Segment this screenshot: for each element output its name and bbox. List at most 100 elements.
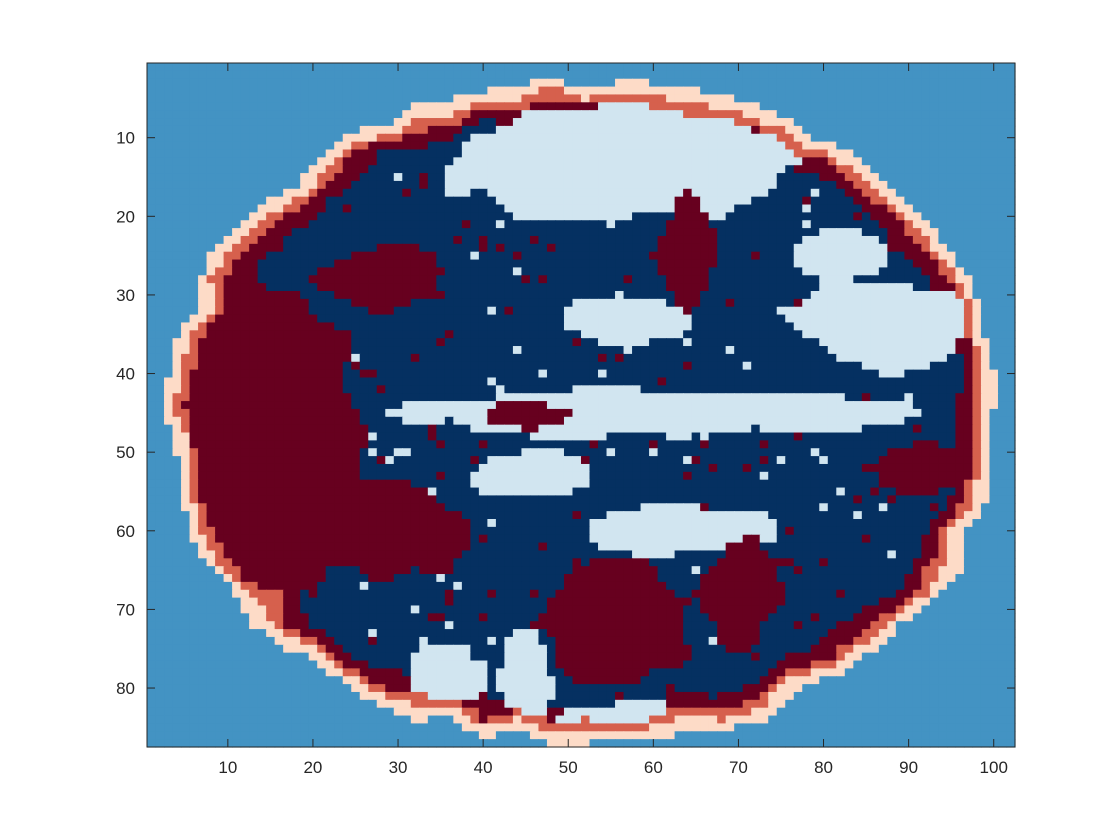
heatmap-cell xyxy=(444,204,454,213)
heatmap-cell xyxy=(836,298,846,308)
heatmap-cell xyxy=(742,141,752,151)
heatmap-cell xyxy=(351,188,361,198)
heatmap-cell xyxy=(972,94,982,103)
heatmap-cell xyxy=(368,275,378,284)
heatmap-cell xyxy=(359,369,369,379)
heatmap-cell xyxy=(640,361,650,371)
heatmap-cell xyxy=(904,70,914,80)
heatmap-cell xyxy=(904,322,914,331)
heatmap-cell xyxy=(759,157,769,166)
heatmap-cell xyxy=(844,220,854,229)
heatmap-cell xyxy=(734,275,744,284)
heatmap-cell xyxy=(870,180,880,190)
heatmap-cell xyxy=(342,149,352,158)
heatmap-cell xyxy=(419,330,429,339)
heatmap-cell xyxy=(759,125,769,135)
heatmap-cell xyxy=(402,291,412,300)
heatmap-cell xyxy=(334,125,344,135)
heatmap-cell xyxy=(359,314,369,324)
heatmap-cell xyxy=(198,118,208,127)
heatmap-cell xyxy=(555,102,565,111)
heatmap-cell xyxy=(615,353,625,363)
heatmap-cell xyxy=(904,314,914,324)
heatmap-cell xyxy=(836,110,846,119)
heatmap-cell xyxy=(555,267,565,276)
heatmap-cell xyxy=(249,291,259,300)
heatmap-cell xyxy=(691,220,701,229)
heatmap-cell xyxy=(546,353,557,363)
heatmap-cell xyxy=(206,401,216,410)
heatmap-cell xyxy=(538,401,548,410)
heatmap-cell xyxy=(912,377,922,386)
heatmap-cell xyxy=(470,141,480,151)
heatmap-cell xyxy=(325,322,335,331)
heatmap-cell xyxy=(317,259,327,269)
heatmap-cell xyxy=(274,212,284,221)
heatmap-cell xyxy=(546,377,557,386)
heatmap-cell xyxy=(206,102,216,111)
heatmap-cell xyxy=(419,385,429,394)
heatmap-cell xyxy=(632,393,642,402)
heatmap-cell xyxy=(487,424,497,434)
heatmap-cell xyxy=(274,141,284,151)
heatmap-cell xyxy=(342,393,352,402)
heatmap-cell xyxy=(155,188,165,198)
heatmap-cell xyxy=(563,424,574,434)
heatmap-cell xyxy=(249,416,259,426)
heatmap-cell xyxy=(759,346,769,355)
heatmap-cell xyxy=(368,401,378,410)
heatmap-cell xyxy=(342,180,352,190)
heatmap-cell xyxy=(615,306,625,316)
heatmap-cell xyxy=(155,314,165,324)
heatmap-cell xyxy=(861,330,871,339)
heatmap-cell xyxy=(776,361,786,371)
heatmap-cell xyxy=(793,86,803,96)
heatmap-cell xyxy=(529,196,540,206)
heatmap-cell xyxy=(249,220,259,229)
heatmap-cell xyxy=(181,330,191,339)
heatmap-cell xyxy=(487,196,497,206)
heatmap-cell xyxy=(529,424,540,434)
heatmap-cell xyxy=(147,322,157,331)
heatmap-cell xyxy=(291,118,301,127)
heatmap-cell xyxy=(147,220,157,229)
heatmap-cell xyxy=(674,220,684,229)
heatmap-cell xyxy=(649,165,659,174)
heatmap-cell xyxy=(887,94,897,103)
heatmap-cell xyxy=(827,393,837,402)
heatmap-cell xyxy=(495,346,506,355)
heatmap-cell xyxy=(164,275,174,284)
heatmap-cell xyxy=(300,393,310,402)
heatmap-cell xyxy=(793,78,803,88)
heatmap-cell xyxy=(487,188,497,198)
heatmap-cell xyxy=(504,267,514,276)
heatmap-cell xyxy=(657,173,667,182)
heatmap-cell xyxy=(972,212,982,221)
heatmap-cell xyxy=(844,110,854,119)
heatmap-cell xyxy=(606,291,616,300)
heatmap-cell xyxy=(963,361,974,371)
heatmap-cell xyxy=(419,243,429,253)
heatmap-cell xyxy=(376,141,386,151)
heatmap-cell xyxy=(283,86,293,96)
heatmap-cell xyxy=(453,275,463,284)
heatmap-cell xyxy=(504,298,514,308)
heatmap-cell xyxy=(598,188,608,198)
heatmap-cell xyxy=(878,385,888,394)
heatmap-cell xyxy=(232,314,242,324)
heatmap-cell xyxy=(172,173,182,182)
heatmap-cell xyxy=(751,338,761,347)
heatmap-cell xyxy=(359,306,369,316)
heatmap-cell xyxy=(938,63,948,72)
heatmap-cell xyxy=(155,440,165,449)
heatmap-cell xyxy=(266,133,276,143)
heatmap-cell xyxy=(189,63,199,72)
heatmap-cell xyxy=(164,314,174,324)
heatmap-cell xyxy=(274,125,284,135)
heatmap-cell xyxy=(589,338,599,347)
heatmap-cell xyxy=(725,338,735,347)
heatmap-cell xyxy=(444,377,454,386)
heatmap-cell xyxy=(683,70,693,80)
heatmap-cell xyxy=(853,220,863,229)
heatmap-cell xyxy=(555,86,565,96)
